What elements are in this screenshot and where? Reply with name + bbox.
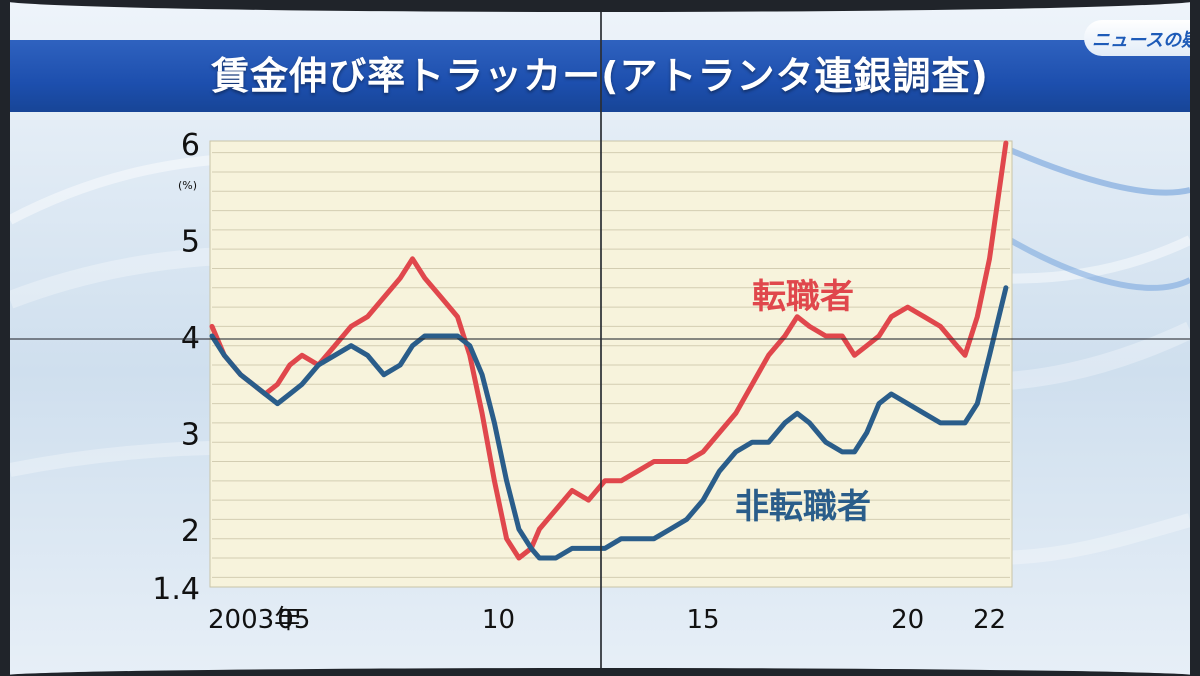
bezel-top [0, 0, 1200, 12]
series-line-job-stayers [209, 285, 1009, 561]
program-logo-text: ニュースの疑問 [1092, 30, 1196, 51]
program-logo [1084, 20, 1194, 56]
bezel-left [0, 0, 10, 676]
bezel-right [1190, 0, 1200, 676]
x-tick-label: 20 [891, 605, 924, 635]
x-tick-label: 05 [277, 605, 310, 635]
x-tick-label: 2003年 [208, 605, 300, 635]
series-label-job-stayers: 非転職者 [735, 487, 871, 527]
x-tick-label: 10 [482, 605, 515, 635]
series-line-job-switchers [209, 140, 1009, 561]
chart-title: 賃金伸び率トラッカー(アトランタ連銀調査) [211, 54, 989, 98]
y-unit-label: (%) [178, 179, 197, 192]
y-tick-label: 2 [181, 514, 200, 549]
y-tick-label: 3 [181, 418, 200, 453]
series-lines [209, 140, 1009, 561]
gridlines [212, 152, 1010, 578]
y-tick-label: 1.4 [152, 572, 200, 607]
y-tick-label: 6 [181, 128, 200, 163]
series-label-job-switchers: 転職者 [752, 277, 854, 317]
y-tick-label: 5 [181, 225, 200, 260]
x-tick-label: 22 [973, 605, 1006, 635]
bezel-bottom [0, 668, 1200, 676]
screen-seam-vertical [600, 12, 602, 668]
screen-seam-horizontal [10, 338, 1190, 340]
x-tick-label: 15 [687, 605, 720, 635]
plot-area [209, 140, 1013, 588]
